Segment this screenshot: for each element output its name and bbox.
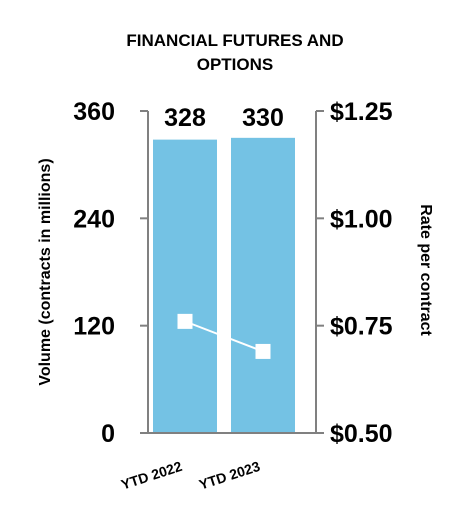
left-y-tick-label: 360 [73,98,115,126]
left-y-axis-ticks: 0 120 240 360 [73,98,148,448]
left-y-tick-label: 0 [101,420,115,448]
right-y-tick-label: $0.50 [330,420,393,448]
right-y-tick-label: $0.75 [330,313,393,341]
axes-layer [147,111,317,434]
left-y-axis-title: Volume (contracts in millions) [37,158,54,385]
right-y-axis-title: Rate per contract [417,204,434,336]
x-category-label-1: YTD 2022 [119,458,184,493]
right-y-tick-label: $1.00 [330,205,393,233]
rate-line [184,320,264,353]
left-y-tick-label: 240 [73,205,115,233]
rate-marker-2 [255,343,271,359]
bar-value-label-2: 330 [242,104,284,132]
bars-layer [153,137,295,434]
bar-1 [153,139,217,433]
rate-marker-1 [177,313,193,329]
x-axis-category-labels: YTD 2022 YTD 2023 [119,458,262,493]
chart-title-line-2: OPTIONS [197,55,274,74]
bar-value-label-1: 328 [164,104,206,132]
rate-line-layer [177,313,271,359]
chart-title: FINANCIAL FUTURES AND OPTIONS [126,31,343,74]
left-y-tick-label: 120 [73,313,115,341]
bar-labels-layer: 328 330 [164,104,284,132]
right-y-tick-label: $1.25 [330,98,393,126]
x-category-label-2: YTD 2023 [197,458,262,493]
chart-title-line-1: FINANCIAL FUTURES AND [126,31,343,50]
bar-2 [231,137,295,434]
right-y-axis-ticks: $0.50 $0.75 $1.00 $1.25 [316,98,393,448]
